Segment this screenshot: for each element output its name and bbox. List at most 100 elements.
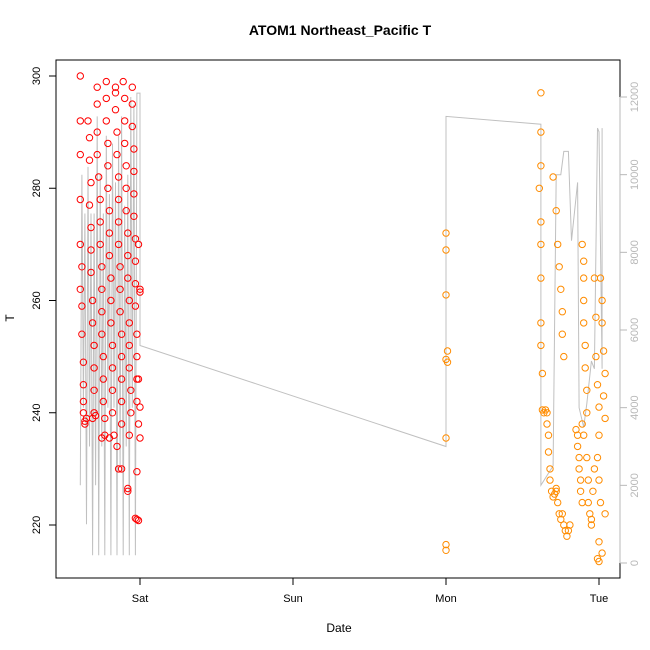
data-point-late [580,296,588,305]
data-point-early [93,128,101,136]
data-point-early [104,184,112,193]
plot-frame [55,59,621,579]
data-point-late [598,296,606,305]
data-point-early [131,257,140,265]
data-point-late [442,246,450,254]
data-point-late [442,434,450,442]
data-point-late [442,546,450,554]
data-point-late [560,352,568,361]
data-point-late [583,409,591,417]
data-point-early [102,117,111,125]
data-point-late [580,257,588,265]
data-point-late [558,510,566,518]
data-point-late [546,476,554,484]
data-point-late [576,476,585,484]
data-point-early [128,122,137,131]
data-point-late [601,414,609,423]
data-point-late [443,358,452,366]
y-right-tick-label: 6000 [629,318,641,342]
data-point-early [119,77,127,86]
line-series [79,92,603,556]
data-point-early [107,319,115,327]
data-point-late [573,431,582,439]
data-point-early [130,145,138,153]
data-point-late [552,487,560,495]
data-point-late [595,476,603,484]
data-point-early [105,207,114,215]
y-tick-label: 280 [31,179,43,197]
data-point-early [125,364,134,372]
data-point-early [114,240,123,249]
data-point-early [117,465,126,473]
data-point-early [116,285,124,293]
data-point-late [546,465,554,473]
data-point-late [557,285,565,293]
data-point-late [590,465,599,473]
data-point-late [549,173,557,181]
data-point-early [116,308,124,316]
y-right-tick-label: 8000 [629,240,641,264]
data-point-early [107,274,115,282]
data-point-early [113,442,121,451]
data-point-early [96,195,104,204]
data-point-early [133,397,141,406]
data-point-late [587,521,596,529]
data-point-early [93,100,101,108]
data-point-early [79,381,88,389]
data-point-early [102,77,111,86]
data-point-early [113,150,121,159]
data-point-late [543,409,551,417]
data-point-early [76,285,85,293]
data-point-early [88,319,97,327]
data-point-early [117,352,126,361]
data-point-late [596,274,605,282]
data-point-early [136,288,144,296]
data-point-late [576,487,585,495]
x-tick-label: Tue [590,593,609,605]
data-point-early [98,308,106,316]
data-point-early [105,251,114,260]
data-point-early [133,515,141,524]
data-point-early [99,352,108,361]
data-point-early [93,83,101,91]
data-point-early [116,263,124,271]
y-tick-label: 300 [31,67,43,85]
data-point-early [76,240,85,249]
data-point-late [442,229,450,237]
data-point-early [87,268,95,277]
data-point-early [125,319,134,327]
data-point-early [114,465,123,473]
y-right-tick-label: 0 [629,560,641,566]
data-point-early [76,195,85,204]
y-right-tick-label: 2000 [629,473,641,497]
data-point-early [88,296,97,305]
data-point-early [108,341,117,350]
data-point-early [124,229,132,237]
data-point-early [98,263,106,271]
data-point-early [113,128,121,136]
data-point-early [107,296,115,305]
data-point-early [101,414,109,423]
data-point-early [136,285,144,293]
data-point-late [443,347,452,355]
data-point-late [554,240,562,249]
data-point-late [584,476,592,484]
y-axis-right: 0 2000 4000 6000 8000 10000 12000 [619,82,641,566]
data-point-early [84,117,92,125]
y-tick-label: 240 [31,404,43,422]
data-point-early [114,173,123,181]
data-point-late [537,341,545,350]
data-point-late [584,498,592,507]
data-point-early [131,302,140,310]
data-point-late [537,240,545,249]
data-point-early [79,409,88,417]
data-point-early [134,240,143,249]
data-point-late [552,484,560,493]
y-right-tick-label: 4000 [629,395,641,419]
data-point-early [90,386,98,394]
depth-line [79,92,603,556]
data-point-early [114,195,123,204]
data-point-early [125,296,134,305]
x-axis-label: Date [326,621,352,635]
data-point-late [587,515,596,524]
